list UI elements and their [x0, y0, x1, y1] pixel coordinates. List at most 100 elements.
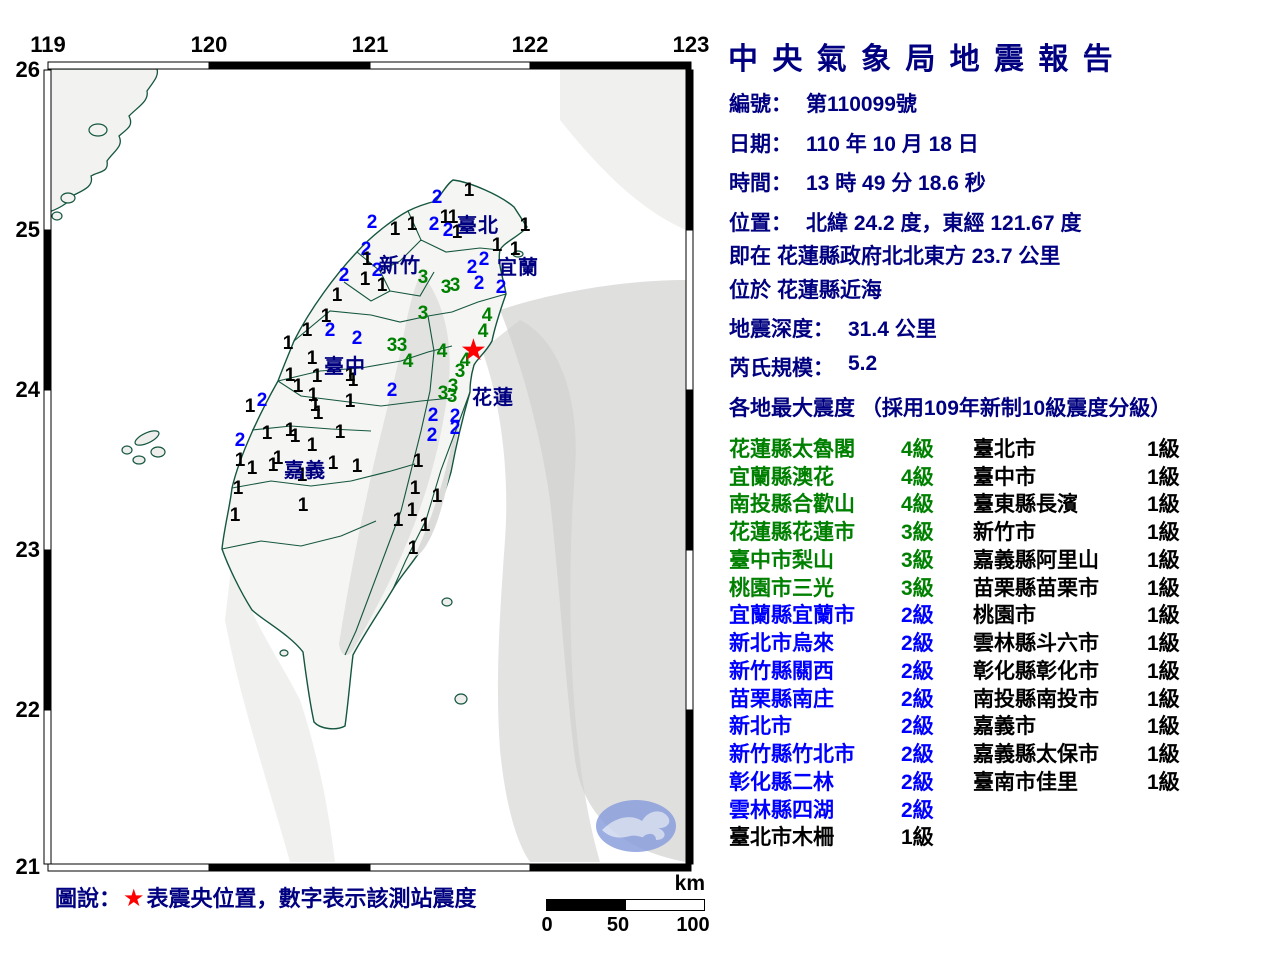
report-title: 中 央 氣 象 局 地 震 報 告: [728, 43, 1116, 76]
city-label: 臺中: [324, 356, 366, 378]
intensity-row: 彰化縣彰化市 1級: [973, 656, 1180, 684]
intensity-row: 臺南市佳里 1級: [973, 767, 1180, 795]
cwb-logo-watermark: [596, 800, 676, 852]
intensity-row: 新竹縣關西 2級: [729, 656, 934, 684]
station-intensity: 3: [417, 303, 429, 324]
station-intensity: 2: [351, 328, 363, 349]
intensity-row: 新北市 2級: [729, 712, 934, 740]
station-intensity: 3: [417, 267, 429, 288]
intensity-row: 南投縣南投市 1級: [973, 684, 1180, 712]
intensity-level: 2級: [901, 659, 934, 683]
station-name: 嘉義縣太保市: [973, 743, 1099, 767]
intensity-row: 苗栗縣南庄 2級: [729, 684, 934, 712]
station-name: 宜蘭縣宜蘭市: [729, 604, 855, 628]
scale-tick-100: 100: [676, 914, 710, 936]
intensity-row: 彰化縣二林 2級: [729, 767, 934, 795]
station-intensity: 2: [431, 187, 443, 208]
intensity-header-text: 各地最大震度 （採用109年新制10級震度分級）: [729, 397, 1172, 420]
station-intensity: 1: [409, 478, 421, 499]
report-depth-line: 地震深度： 31.4 公里: [729, 313, 937, 343]
station-intensity: 1: [327, 453, 339, 474]
station-intensity: 2: [449, 418, 461, 439]
date-value: 110 年 10 月 18 日: [806, 133, 979, 156]
intensity-row: 臺北市 1級: [973, 434, 1180, 462]
y-axis-tick: 21: [15, 854, 40, 879]
intensity-column-right: 臺北市 1級 臺中市 1級 臺東縣長濱 1級 新竹市 1級 嘉義縣阿里山 1級 苗栗縣苗栗市 1級 桃園…: [973, 434, 1180, 795]
intensity-level: 4級: [901, 493, 934, 517]
station-intensity: 1: [234, 450, 246, 471]
station-intensity: 2: [466, 257, 478, 278]
station-name: 苗栗縣南庄: [729, 687, 834, 711]
station-name: 嘉義縣阿里山: [973, 548, 1099, 572]
station-intensity: 2: [449, 406, 461, 427]
station-intensity: 1: [309, 395, 321, 416]
station-intensity: 1: [296, 465, 308, 486]
x-axis-tick: 120: [190, 32, 228, 57]
station-intensity: 3: [454, 361, 466, 382]
station-intensity: 1: [389, 219, 401, 240]
station-name: 新竹縣竹北市: [729, 743, 855, 767]
station-intensity: 1: [359, 269, 371, 290]
station-intensity: 1: [312, 403, 324, 424]
intensity-row: 臺中市梨山 3級: [729, 545, 934, 573]
station-intensity: 2: [366, 212, 378, 233]
intensity-level: 2級: [901, 715, 934, 739]
intensity-level: 4級: [901, 437, 934, 461]
intensity-row: 桃園市三光 3級: [729, 573, 934, 601]
location-value: 北緯 24.2 度，東經 121.67 度: [806, 212, 1082, 235]
station-intensity: 4: [459, 350, 471, 371]
station-intensity: 1: [351, 456, 363, 477]
station-intensity: 2: [473, 273, 485, 294]
y-axis-tick: 24: [15, 377, 40, 402]
station-intensity: 1: [361, 249, 373, 270]
scale-unit-label: km: [674, 872, 705, 895]
station-intensity: 4: [477, 321, 489, 342]
depth-label: 地震深度：: [729, 318, 834, 341]
intensity-row: 花蓮縣花蓮市 3級: [729, 517, 934, 545]
intensity-level: 1級: [1147, 770, 1180, 794]
intensity-level: 1級: [1147, 576, 1180, 600]
matsu-islet: [60, 192, 76, 204]
y-axis-tick: 22: [15, 697, 40, 722]
intensity-level: 2級: [901, 604, 934, 628]
taiwan-outline: [221, 179, 528, 730]
intensity-row: 宜蘭縣澳花 4級: [729, 462, 934, 490]
station-name: 花蓮縣花蓮市: [729, 521, 855, 545]
map-frame: [43, 61, 694, 872]
report-area-line: 位於 花蓮縣近海: [729, 274, 882, 304]
city-label: 臺北: [457, 215, 499, 237]
station-name: 雲林縣斗六市: [973, 632, 1099, 656]
city-label: 花蓮: [472, 387, 514, 409]
station-intensity: 1: [320, 306, 332, 327]
station-intensity: 1: [282, 333, 294, 354]
station-intensity: 2: [442, 220, 454, 241]
station-intensity: 2: [427, 405, 439, 426]
station-name: 南投縣合歡山: [729, 493, 855, 517]
station-intensity: 1: [431, 486, 443, 507]
station-intensity: 1: [331, 285, 343, 306]
station-intensity: 1: [407, 538, 419, 559]
station-intensity: 2: [360, 239, 372, 260]
matsu-islet: [51, 211, 63, 221]
station-name: 新北市烏來: [729, 632, 834, 656]
station-intensity: 1: [306, 435, 318, 456]
station-intensity: 2: [324, 320, 336, 341]
report-time-line: 時間： 13 時 49 分 18.6 秒: [729, 167, 986, 197]
station-intensity: 1: [244, 396, 256, 417]
x-axis-tick: 121: [351, 32, 389, 57]
station-intensity: 1: [491, 235, 503, 256]
station-name: 苗栗縣苗栗市: [973, 576, 1099, 600]
station-intensity: 2: [495, 277, 507, 298]
magnitude-label: 芮氏規模：: [729, 357, 834, 380]
report-number-line: 編號： 第110099號: [729, 88, 917, 118]
offshore-islands: [121, 250, 524, 705]
epicenter-star-icon: ★: [123, 885, 145, 912]
intensity-level: 2級: [901, 798, 934, 822]
china-coastline: [51, 69, 159, 213]
intensity-row: 新北市烏來 2級: [729, 628, 934, 656]
x-axis-tick: 122: [511, 32, 549, 57]
station-name: 新竹縣關西: [729, 659, 834, 683]
station-intensity: 1: [267, 455, 279, 476]
station-name: 臺北市木柵: [729, 826, 834, 850]
station-intensity: 4: [436, 341, 448, 362]
